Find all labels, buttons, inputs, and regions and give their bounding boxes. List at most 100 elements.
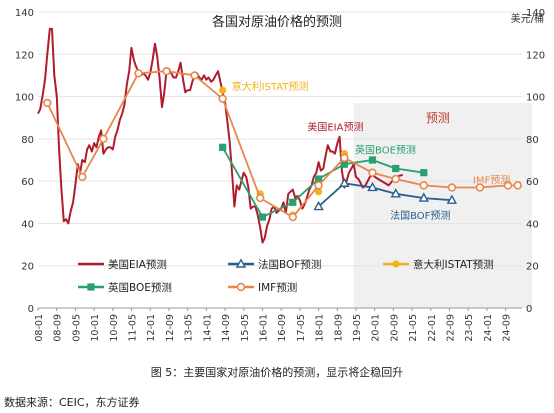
x-tick-label: 21-05 — [408, 314, 419, 342]
data-point — [218, 94, 227, 103]
y-tick-label-right: 140 — [526, 8, 545, 19]
data-point — [99, 134, 108, 144]
forecast-region-label: 预测 — [426, 111, 450, 125]
data-point — [340, 153, 349, 163]
x-tick-label: 19-05 — [352, 314, 363, 342]
data-point — [447, 183, 457, 192]
x-tick-label: 22-01 — [427, 314, 438, 342]
y-tick-label-left: 0 — [28, 304, 34, 315]
data-point — [419, 181, 428, 190]
x-tick-label: 23-05 — [464, 314, 475, 342]
data-point — [367, 181, 378, 192]
series-0 — [37, 27, 404, 244]
data-point — [78, 172, 87, 182]
x-tick-label: 09-05 — [71, 314, 82, 342]
y-axis-left: 0 20 40 60 80 100 120 140 — [15, 8, 34, 315]
y-tick-label-left: 20 — [21, 262, 34, 273]
legend-label: 意大利ISTAT预测 — [413, 258, 494, 271]
y-tick-label-left: 100 — [15, 93, 34, 104]
y-tick-label-right: 60 — [526, 177, 539, 188]
data-point — [339, 177, 350, 187]
data-point — [368, 156, 377, 164]
series-line — [37, 27, 404, 244]
x-tick-label: 13-05 — [184, 314, 195, 342]
x-tick-label: 11-05 — [128, 314, 139, 342]
legend-item: 英国BOE预测 — [78, 281, 172, 294]
series-annotation: 法国BOF预测 — [390, 209, 450, 222]
series-annotation: 英国BOE预测 — [355, 144, 416, 157]
series-annotation: IMF预测 — [473, 173, 510, 186]
x-tick-label: 18-01 — [315, 314, 326, 342]
data-point — [43, 98, 52, 108]
series-1 — [313, 177, 458, 211]
legend-label: 法国BOF预测 — [258, 258, 321, 271]
x-tick-label: 24-09 — [502, 314, 513, 342]
data-point — [475, 183, 485, 192]
x-axis: 08-01 08-09 09-05 10-01 10-09 11-05 12-01 12-09… — [34, 308, 513, 342]
data-point — [391, 174, 400, 184]
data-point — [288, 212, 297, 222]
legend-label: IMF预测 — [258, 281, 297, 294]
y-tick-label-right: 100 — [526, 93, 545, 104]
data-point — [420, 169, 428, 177]
legend-item: IMF预测 — [228, 281, 297, 294]
data-point — [513, 181, 522, 190]
legend-item: 意大利ISTAT预测 — [383, 258, 494, 271]
legend-item: 美国EIA预测 — [78, 258, 167, 271]
data-point — [314, 181, 323, 190]
y-tick-label-right: 80 — [526, 135, 539, 146]
data-point — [446, 194, 458, 204]
oil-price-forecast-chart: 各国对原油价格的预测 美元/桶 预测 0 20 40 60 80 100 120 140 0 2… — [15, 8, 545, 342]
data-point — [314, 188, 323, 196]
data-point — [235, 258, 247, 268]
y-tick-label-left: 140 — [15, 8, 34, 19]
x-tick-label: 10-09 — [109, 314, 120, 342]
y-tick-label-right: 20 — [526, 262, 539, 273]
data-point — [219, 143, 227, 151]
series-line — [317, 182, 452, 208]
series-group — [37, 27, 522, 244]
series-line — [46, 70, 518, 218]
x-tick-label: 20-01 — [371, 314, 382, 342]
data-point — [87, 283, 95, 291]
x-tick-label: 17-05 — [296, 314, 307, 342]
y-tick-label-right: 0 — [526, 304, 532, 315]
data-point — [289, 198, 297, 206]
data-point — [314, 175, 323, 183]
x-tick-label: 08-09 — [53, 314, 64, 342]
y-tick-label-left: 80 — [21, 135, 34, 146]
x-tick-label: 08-01 — [34, 314, 45, 342]
series-4 — [43, 66, 522, 222]
series-annotation: 美国EIA预测 — [307, 120, 363, 133]
x-tick-label: 15-05 — [240, 314, 251, 342]
data-point — [392, 260, 400, 268]
x-tick-label: 12-01 — [146, 314, 157, 342]
legend-label: 美国EIA预测 — [108, 258, 167, 271]
data-point — [190, 71, 199, 80]
x-tick-label: 14-01 — [202, 314, 213, 342]
gridlines — [38, 11, 522, 309]
x-tick-label: 10-01 — [90, 314, 101, 342]
data-point — [503, 181, 513, 190]
legend-label: 英国BOE预测 — [108, 281, 172, 294]
data-point — [236, 282, 246, 292]
y-tick-label-left: 120 — [15, 50, 34, 61]
x-tick-label: 20-09 — [389, 314, 400, 342]
unit-label: 美元/桶 — [511, 12, 544, 25]
data-point — [340, 160, 348, 168]
data-point — [258, 213, 267, 221]
data-point — [313, 200, 324, 211]
x-tick-label: 18-09 — [333, 314, 344, 342]
y-tick-label-right: 120 — [526, 50, 545, 61]
x-tick-label: 14-09 — [221, 314, 232, 342]
y-axis-right: 0 20 40 60 80 100 120 140 — [526, 8, 545, 315]
x-tick-label: 16-09 — [277, 314, 288, 342]
chart-title: 各国对原油价格的预测 — [212, 14, 342, 30]
data-point — [418, 192, 429, 202]
figure-caption: 图 5：主要国家对原油价格的预测，显示将企稳回升 — [150, 366, 404, 379]
data-point — [134, 69, 143, 78]
y-tick-label-left: 60 — [21, 177, 34, 188]
data-point — [368, 168, 377, 177]
